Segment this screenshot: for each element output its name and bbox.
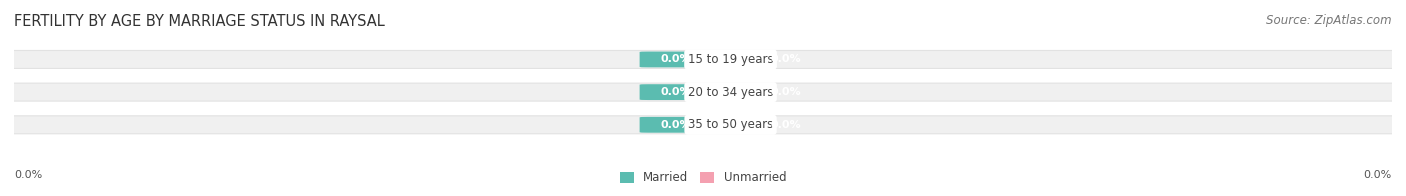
Text: FERTILITY BY AGE BY MARRIAGE STATUS IN RAYSAL: FERTILITY BY AGE BY MARRIAGE STATUS IN R… [14, 14, 385, 29]
FancyBboxPatch shape [640, 84, 711, 100]
Text: 0.0%: 0.0% [1364, 170, 1392, 180]
FancyBboxPatch shape [695, 117, 766, 133]
Text: 35 to 50 years: 35 to 50 years [688, 118, 773, 131]
Text: Source: ZipAtlas.com: Source: ZipAtlas.com [1267, 14, 1392, 27]
Text: 0.0%: 0.0% [661, 87, 690, 97]
Text: 0.0%: 0.0% [14, 170, 42, 180]
Text: 0.0%: 0.0% [770, 120, 801, 130]
FancyBboxPatch shape [695, 84, 766, 100]
Text: 0.0%: 0.0% [770, 87, 801, 97]
Text: 0.0%: 0.0% [661, 54, 690, 64]
Text: 15 to 19 years: 15 to 19 years [688, 53, 773, 66]
FancyBboxPatch shape [4, 116, 1402, 134]
Text: 0.0%: 0.0% [770, 54, 801, 64]
FancyBboxPatch shape [4, 50, 1402, 68]
Text: 0.0%: 0.0% [661, 120, 690, 130]
FancyBboxPatch shape [640, 117, 711, 133]
FancyBboxPatch shape [640, 52, 711, 67]
Legend: Married, Unmarried: Married, Unmarried [614, 167, 792, 189]
FancyBboxPatch shape [695, 52, 766, 67]
FancyBboxPatch shape [4, 83, 1402, 101]
Text: 20 to 34 years: 20 to 34 years [688, 86, 773, 99]
